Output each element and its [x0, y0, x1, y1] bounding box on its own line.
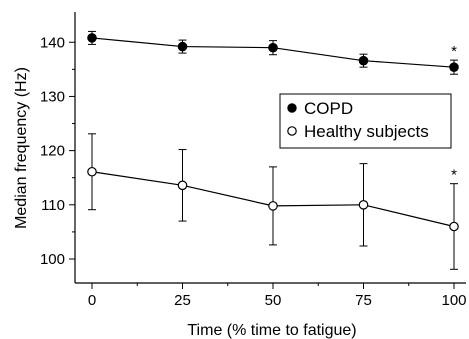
- axes: [74, 12, 466, 284]
- data-point: [358, 200, 369, 210]
- data-point: [268, 42, 278, 53]
- legend-box: [279, 93, 452, 149]
- y-tick-label: 120: [40, 143, 65, 160]
- data-point: [177, 41, 188, 52]
- data-point: [87, 33, 97, 43]
- data-point: [449, 62, 459, 72]
- series-healthy: *: [87, 133, 459, 270]
- series-copd: *: [87, 30, 459, 75]
- legend-label-copd: COPD: [304, 99, 353, 118]
- y-tick-label: 100: [40, 251, 65, 268]
- y-tick-label: 130: [40, 88, 65, 105]
- data-point: [87, 166, 97, 177]
- x-tick-label: 75: [355, 292, 372, 309]
- significance-marker: *: [451, 43, 457, 60]
- x-tick-label: 100: [441, 292, 466, 309]
- x-tick-label: 50: [265, 292, 282, 309]
- data-point: [449, 221, 459, 232]
- x-tick-label: 0: [88, 292, 96, 309]
- legend: COPD Healthy subjects: [279, 93, 452, 149]
- ticks: 100 110 120 130 140 0 25 50 75 100: [40, 34, 467, 309]
- data-point: [358, 55, 369, 66]
- x-axis-label: Time (% time to fatigue): [187, 322, 356, 339]
- legend-label-healthy: Healthy subjects: [304, 122, 429, 141]
- y-axis-label: Median frequency (Hz): [13, 67, 30, 229]
- y-tick-label: 110: [41, 197, 65, 214]
- data-point: [268, 201, 278, 211]
- x-tick-label: 25: [174, 292, 191, 309]
- y-tick-label: 140: [40, 34, 65, 51]
- significance-marker: *: [451, 167, 457, 184]
- legend-marker-copd: [287, 103, 297, 113]
- legend-marker-healthy: [287, 126, 297, 136]
- data-point: [177, 180, 188, 191]
- series-layer: **: [87, 30, 459, 270]
